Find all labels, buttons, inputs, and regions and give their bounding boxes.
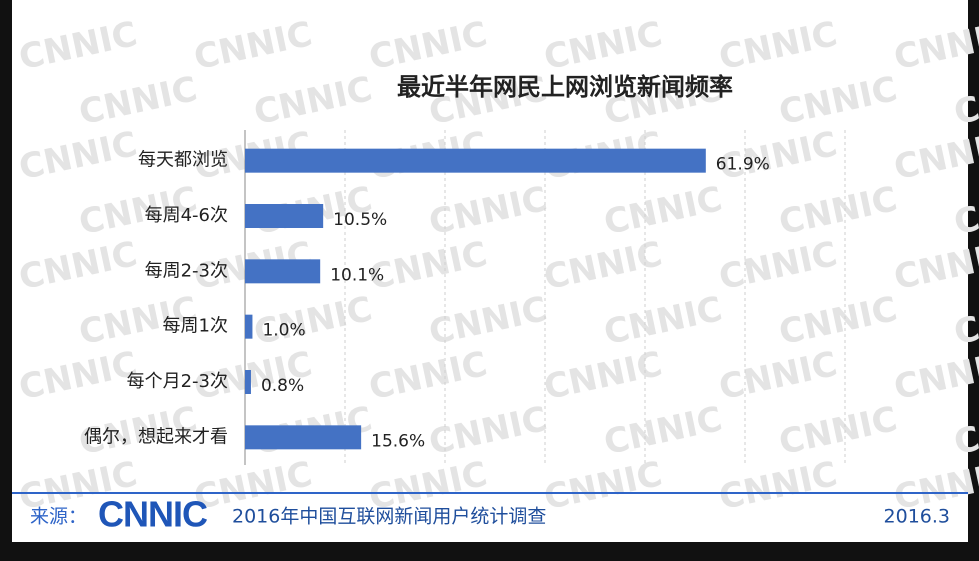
grid [344, 130, 846, 465]
panel [12, 0, 968, 542]
logo: CNNIC [98, 494, 208, 535]
bar [245, 204, 324, 228]
source-label: 来源： [30, 506, 87, 528]
bar [245, 148, 706, 173]
value-label: 15.6% [371, 431, 425, 451]
y-tick-label: 每个月2-3次 [127, 371, 228, 392]
value-label: 10.5% [333, 210, 387, 230]
y-tick-label: 每周2-3次 [145, 260, 228, 281]
bar [245, 314, 253, 339]
date: 2016.3 [884, 506, 950, 528]
value-label: 61.9% [716, 155, 770, 175]
bar [245, 425, 362, 450]
source: 2016年中国互联网新闻用户统计调查 [232, 506, 546, 528]
bar [245, 370, 251, 394]
y-tick-label: 每天都浏览 [138, 150, 228, 171]
value-label: 1.0% [262, 321, 305, 341]
bar [245, 259, 321, 284]
y-tick-label: 每周1次 [163, 316, 228, 337]
chart-title: 最近半年网民上网浏览新闻频率 [397, 73, 733, 101]
value-label: 10.1% [330, 265, 384, 285]
y-tick-label: 每周4-6次 [145, 205, 228, 226]
y-tick-label: 偶尔，想起来才看 [84, 426, 228, 447]
value-label: 0.8% [261, 376, 304, 396]
